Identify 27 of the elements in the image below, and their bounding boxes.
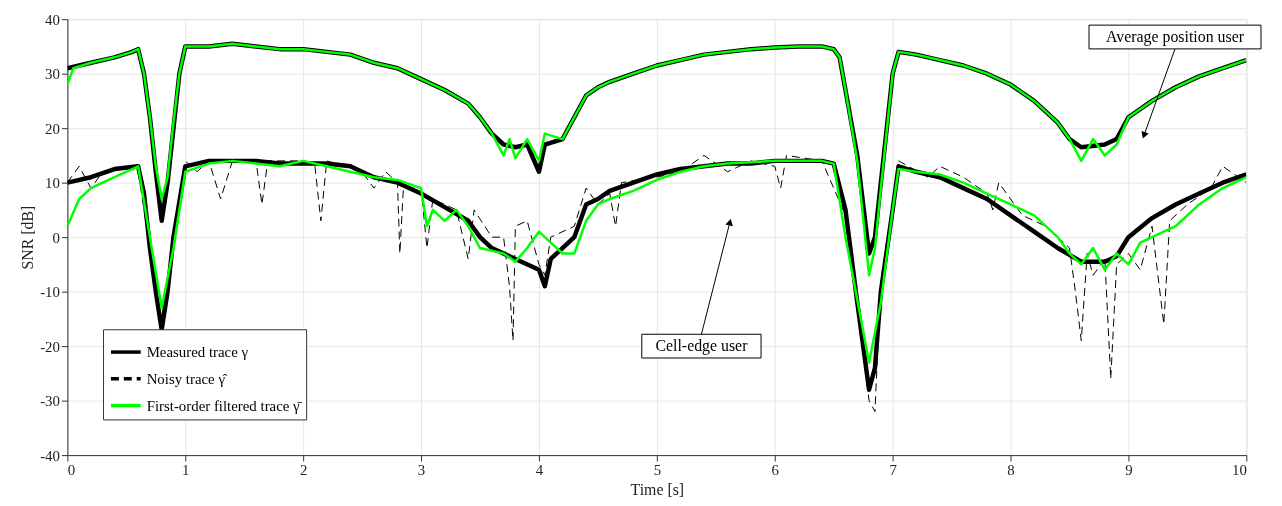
x-tick-label: 2 [299, 462, 308, 479]
x-tick-label: 3 [417, 462, 426, 479]
annotation: Cell-edge user [655, 337, 749, 356]
x-tick-label: 6 [771, 462, 779, 479]
x-tick-label: 4 [535, 462, 544, 479]
y-tick-label: 40 [45, 11, 60, 28]
x-axis-title: Time [s] [630, 481, 685, 499]
y-tick-label: -40 [40, 447, 60, 464]
y-tick-label: 0 [52, 229, 60, 246]
y-tick-label: -20 [40, 338, 60, 355]
x-tick-label: 9 [1125, 462, 1133, 479]
x-tick-label: 10 [1231, 462, 1247, 479]
x-tick-label: 1 [182, 462, 190, 479]
legend-label: Measured trace γ [146, 344, 249, 361]
y-tick-label: 10 [45, 175, 60, 192]
legend-label: First-order filtered trace γ̄ [146, 397, 303, 414]
y-axis-title: SNR [dB] [19, 205, 37, 270]
x-tick-label: 5 [653, 462, 662, 479]
x-tick-label: 7 [889, 462, 897, 479]
y-tick-label: -30 [40, 393, 60, 410]
annotation: Average position user [1106, 27, 1245, 46]
y-tick-label: 30 [45, 66, 60, 83]
legend-label: Noisy trace γ̂ [146, 370, 228, 387]
x-tick-label: 8 [1007, 462, 1015, 479]
y-tick-label: -10 [40, 284, 60, 301]
x-tick-label: 0 [67, 462, 76, 479]
y-tick-label: 20 [45, 120, 60, 137]
